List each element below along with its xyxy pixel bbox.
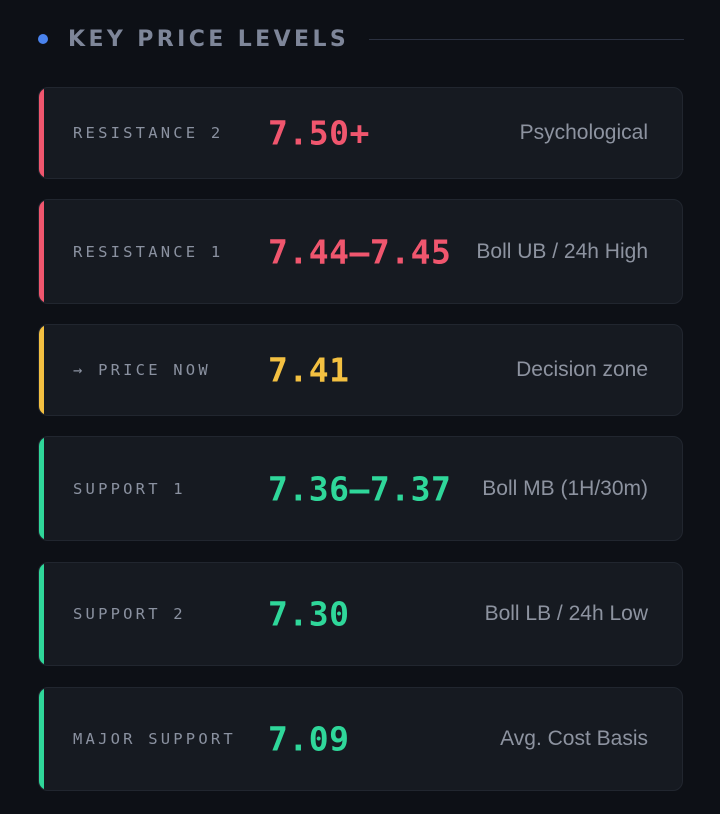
level-accent-bar <box>39 437 44 540</box>
header-divider <box>369 38 684 40</box>
level-price: 7.41 <box>268 350 350 390</box>
level-note: Psychological <box>519 121 648 144</box>
level-card-major-support: MAJOR SUPPORT 7.09 Avg. Cost Basis <box>38 687 683 791</box>
level-accent-bar <box>39 88 44 178</box>
level-card-resistance-1: RESISTANCE 1 7.44–7.45 Boll UB / 24h Hig… <box>38 199 683 304</box>
level-label: → PRICE NOW <box>73 361 211 379</box>
level-price: 7.09 <box>268 719 350 759</box>
bullet-dot-icon <box>38 34 48 44</box>
level-note: Decision zone <box>516 358 648 381</box>
level-accent-bar <box>39 325 44 415</box>
level-card-price-now: → PRICE NOW 7.41 Decision zone <box>38 324 683 416</box>
level-label: SUPPORT 2 <box>73 605 186 623</box>
level-note: Boll MB (1H/30m) <box>482 476 648 500</box>
level-label: RESISTANCE 2 <box>73 124 224 142</box>
level-label: MAJOR SUPPORT <box>73 730 236 748</box>
section-title: KEY PRICE LEVELS <box>68 26 350 52</box>
level-note: Boll LB / 24h Low <box>484 602 648 625</box>
level-accent-bar <box>39 563 44 665</box>
level-price: 7.50+ <box>268 113 370 153</box>
level-note: Boll UB / 24h High <box>476 239 648 263</box>
level-card-support-2: SUPPORT 2 7.30 Boll LB / 24h Low <box>38 562 683 666</box>
level-accent-bar <box>39 688 44 790</box>
level-price: 7.44–7.45 <box>268 232 452 271</box>
level-label: RESISTANCE 1 <box>73 242 224 261</box>
level-note: Avg. Cost Basis <box>500 727 648 750</box>
level-label: SUPPORT 1 <box>73 479 186 498</box>
level-card-resistance-2: RESISTANCE 2 7.50+ Psychological <box>38 87 683 179</box>
level-price: 7.36–7.37 <box>268 469 452 508</box>
level-price: 7.30 <box>268 594 350 634</box>
level-card-support-1: SUPPORT 1 7.36–7.37 Boll MB (1H/30m) <box>38 436 683 541</box>
level-accent-bar <box>39 200 44 303</box>
section-header: KEY PRICE LEVELS <box>38 24 684 54</box>
